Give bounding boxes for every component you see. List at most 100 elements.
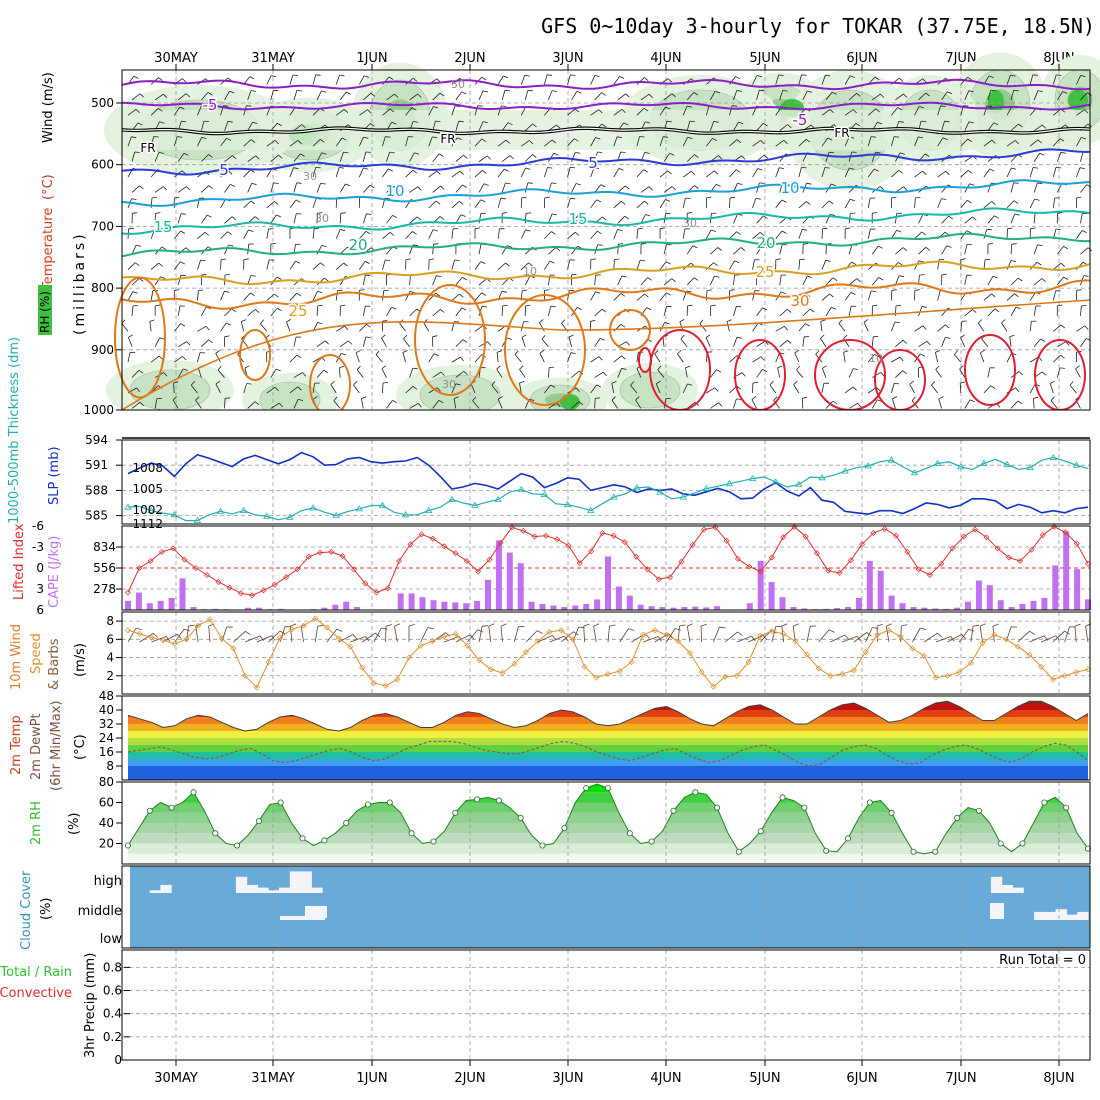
wind-barb-flag: [972, 309, 977, 313]
wind-barb-flag: [413, 244, 419, 247]
thickness-marker: [193, 516, 202, 523]
cape-bar: [648, 606, 655, 610]
wind-barb: [959, 368, 966, 378]
ylabel-slp: SLP (mb): [47, 446, 62, 505]
lifted-index-marker: [859, 541, 866, 548]
wind-barb-flag: [343, 151, 349, 154]
rh-marker: [910, 848, 917, 855]
wind-barb: [543, 74, 548, 85]
lifted-index-marker: [158, 548, 165, 555]
wind-barb: [131, 278, 140, 286]
wind-barb: [617, 275, 623, 286]
wind-barb-flag: [503, 75, 509, 79]
wind-barb: [752, 168, 759, 178]
wind-barb: [779, 308, 788, 317]
wind-speed-marker: [850, 667, 857, 674]
wind-barb-flag: [671, 93, 676, 98]
wind-barb-flag: [1009, 334, 1015, 338]
wind-barb-flag: [621, 367, 627, 370]
wind-barb-flag: [296, 354, 302, 359]
wind-barb: [802, 275, 808, 286]
wind-barb: [339, 276, 346, 286]
wind-barb: [590, 167, 595, 178]
cape-bar: [757, 560, 764, 610]
lifted-index-marker: [147, 558, 154, 564]
wind-barb-flag: [715, 183, 721, 187]
wind-barb-flag: [972, 216, 977, 221]
wind-barb: [355, 352, 360, 363]
wind-barb: [590, 75, 596, 85]
wind-barb-flag: [136, 244, 142, 247]
wind-barb: [266, 201, 275, 209]
wind-barb-flag: [718, 402, 723, 407]
warm-contour: [964, 334, 1016, 406]
chart-title: GFS 0~10day 3-hourly for TOKAR (37.75E, …: [541, 14, 1095, 38]
lifted-tick-label: 0: [36, 561, 44, 575]
rh-marker: [845, 835, 852, 842]
cloud-high-bar: [1012, 887, 1024, 893]
wind-barb-flag: [666, 261, 671, 265]
wind-barb-flag: [459, 200, 464, 205]
wind-barb: [220, 322, 227, 332]
wind-barb-flag: [382, 320, 388, 322]
wind-barb-flag: [781, 230, 787, 234]
wind-barb: [613, 259, 615, 270]
wind-barb: [330, 384, 337, 394]
wind-barb: [127, 136, 132, 147]
lifted-index-marker: [237, 590, 244, 597]
wind-barb: [289, 292, 298, 301]
wind-barb-flag: [1036, 261, 1042, 266]
wind-barb-flag: [902, 247, 908, 252]
wind-tick-label: 6: [106, 632, 114, 646]
panel-frame: [121, 781, 1091, 865]
wind-barb-flag: [435, 120, 441, 122]
wind-barb: [867, 290, 872, 301]
wind-barb: [382, 290, 385, 301]
wind-barb: [428, 200, 437, 209]
wind-barb-flag: [639, 136, 645, 138]
wind-barb-flag: [221, 258, 227, 260]
wind-barb-flag: [687, 304, 693, 307]
wind-barb: [312, 383, 316, 394]
wind-barb: [659, 322, 666, 332]
wind-barb-flag: [343, 262, 348, 267]
cape-bar: [877, 570, 884, 610]
wind-barb: [432, 308, 441, 317]
wind-barb: [706, 387, 716, 394]
wind-barb: [1033, 124, 1043, 132]
wind-barb: [666, 628, 676, 643]
wind-barb-flag: [822, 227, 828, 230]
wind-barb-flag: [206, 214, 212, 218]
wind-barb: [964, 121, 970, 131]
wind-barb: [895, 339, 904, 348]
lifted-index-marker: [192, 565, 199, 571]
wind-barb-flag: [621, 275, 627, 278]
wind-barb: [699, 323, 707, 332]
wind-barb-flag: [575, 183, 581, 186]
wind-barb: [266, 259, 270, 270]
wind-barb: [478, 341, 488, 348]
wind-barb: [593, 626, 597, 643]
lifted-index-marker: [328, 548, 335, 555]
wind-tick-label: 8: [106, 614, 114, 628]
wind-barb: [359, 324, 367, 332]
wind-barb: [428, 106, 434, 116]
wind-barb-flag: [666, 120, 673, 123]
wind-barb: [474, 354, 482, 363]
wind-barb-flag: [664, 322, 670, 325]
wind-barb: [659, 199, 666, 209]
wind-barb-flag: [899, 356, 904, 362]
cape-bar: [583, 604, 590, 610]
wind-barb: [339, 183, 346, 193]
wind-barb-flag: [713, 121, 719, 123]
wind-speed-marker: [335, 635, 342, 642]
wind-barb-flag: [973, 624, 980, 627]
thickness-marker: [980, 459, 988, 466]
lifted-index-marker: [350, 566, 357, 573]
wind-barb-flag: [793, 623, 799, 627]
wind-barb-flag: [389, 108, 395, 113]
wind-barb-flag: [829, 213, 836, 216]
wind-barb: [403, 338, 410, 347]
wind-barb-flag: [341, 137, 347, 141]
wind-barb-flag: [677, 350, 682, 355]
